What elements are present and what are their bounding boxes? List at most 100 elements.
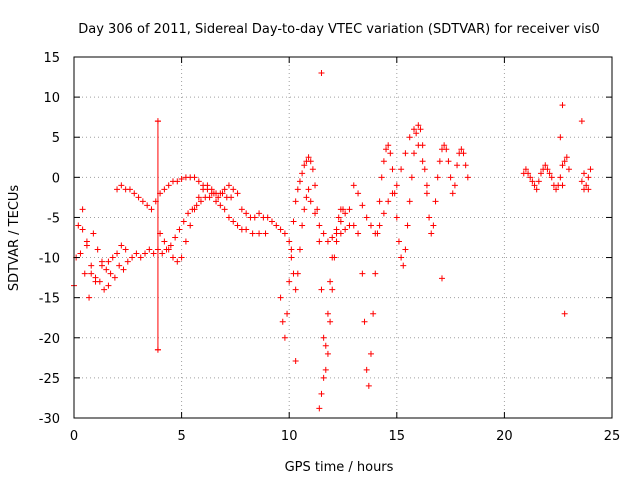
data-point xyxy=(314,206,321,213)
data-point xyxy=(402,150,409,157)
data-point xyxy=(363,214,370,221)
data-point xyxy=(322,342,329,349)
data-point xyxy=(131,190,138,197)
data-point xyxy=(243,226,250,233)
data-point xyxy=(417,126,424,133)
y-axis-label: SDTVAR / TECUs xyxy=(7,185,22,292)
data-point xyxy=(120,266,127,273)
data-point xyxy=(413,130,420,137)
data-point xyxy=(537,170,544,177)
x-tick-label: 5 xyxy=(177,429,185,444)
data-point xyxy=(296,246,303,253)
data-point xyxy=(372,270,379,277)
data-point xyxy=(176,226,183,233)
data-point xyxy=(172,234,179,241)
data-point xyxy=(307,158,314,165)
data-point xyxy=(553,186,560,193)
data-point xyxy=(415,142,422,149)
data-point xyxy=(114,250,121,257)
data-point xyxy=(148,206,155,213)
data-point xyxy=(350,182,357,189)
data-point xyxy=(438,275,445,282)
data-point xyxy=(372,230,379,237)
axis-ticks: 0 5 10 15 20 25 -30 -25 -20 -15 -10 -5 0 5 10 15 xyxy=(39,51,621,444)
data-point xyxy=(462,162,469,169)
data-point xyxy=(583,182,590,189)
data-point xyxy=(299,222,306,229)
data-point xyxy=(290,218,297,225)
data-point xyxy=(544,166,551,173)
data-point xyxy=(124,258,131,265)
data-point xyxy=(430,222,437,229)
data-point xyxy=(335,214,342,221)
data-point xyxy=(305,154,312,161)
data-point xyxy=(167,242,174,249)
data-point xyxy=(367,350,374,357)
data-point xyxy=(309,166,316,173)
data-point xyxy=(320,374,327,381)
data-point xyxy=(234,222,241,229)
data-point xyxy=(178,175,185,182)
data-point xyxy=(527,174,534,181)
data-point xyxy=(200,186,207,193)
data-point xyxy=(208,186,215,193)
data-point xyxy=(337,218,344,225)
y-tick-label: -20 xyxy=(39,332,60,347)
y-tick-label: 0 xyxy=(52,171,60,186)
data-point xyxy=(411,150,418,157)
data-point xyxy=(288,254,295,261)
data-point xyxy=(370,310,377,317)
data-point xyxy=(264,214,271,221)
data-point xyxy=(561,310,568,317)
data-point xyxy=(350,222,357,229)
y-tick-label: -15 xyxy=(39,292,60,307)
data-point xyxy=(294,270,301,277)
data-point xyxy=(114,186,121,193)
data-point xyxy=(454,162,461,169)
data-point xyxy=(307,198,314,205)
data-point xyxy=(251,214,258,221)
data-point xyxy=(204,182,211,189)
data-point xyxy=(387,150,394,157)
data-point xyxy=(296,178,303,185)
data-point xyxy=(587,166,594,173)
data-point xyxy=(389,190,396,197)
data-point xyxy=(292,198,299,205)
data-point xyxy=(312,182,319,189)
data-point xyxy=(150,250,157,257)
data-point xyxy=(320,230,327,237)
data-point xyxy=(359,270,366,277)
data-point xyxy=(316,222,323,229)
data-point xyxy=(415,122,422,129)
data-point xyxy=(460,150,467,157)
plot-border xyxy=(73,56,613,419)
data-point xyxy=(273,222,280,229)
data-point xyxy=(578,118,585,125)
data-point xyxy=(324,350,331,357)
plot-frame xyxy=(73,56,613,419)
data-point xyxy=(105,258,112,265)
data-point xyxy=(303,194,310,201)
data-point xyxy=(318,286,325,293)
data-point xyxy=(133,250,140,257)
data-point xyxy=(230,218,237,225)
data-point xyxy=(191,174,198,181)
data-point xyxy=(367,222,374,229)
x-tick-label: 25 xyxy=(604,429,621,444)
data-point xyxy=(288,246,295,253)
data-point xyxy=(522,166,529,173)
data-point xyxy=(361,318,368,325)
data-point xyxy=(206,194,213,201)
data-point xyxy=(329,254,336,261)
data-point xyxy=(225,214,232,221)
data-point xyxy=(533,186,540,193)
x-tick-label: 0 xyxy=(70,429,78,444)
data-point xyxy=(355,190,362,197)
x-axis-label: GPS time / hours xyxy=(285,460,394,475)
data-point xyxy=(228,194,235,201)
data-point xyxy=(88,262,95,269)
data-point xyxy=(423,190,430,197)
data-point xyxy=(333,226,340,233)
data-point xyxy=(94,246,101,253)
y-tick-label: 5 xyxy=(52,131,60,146)
